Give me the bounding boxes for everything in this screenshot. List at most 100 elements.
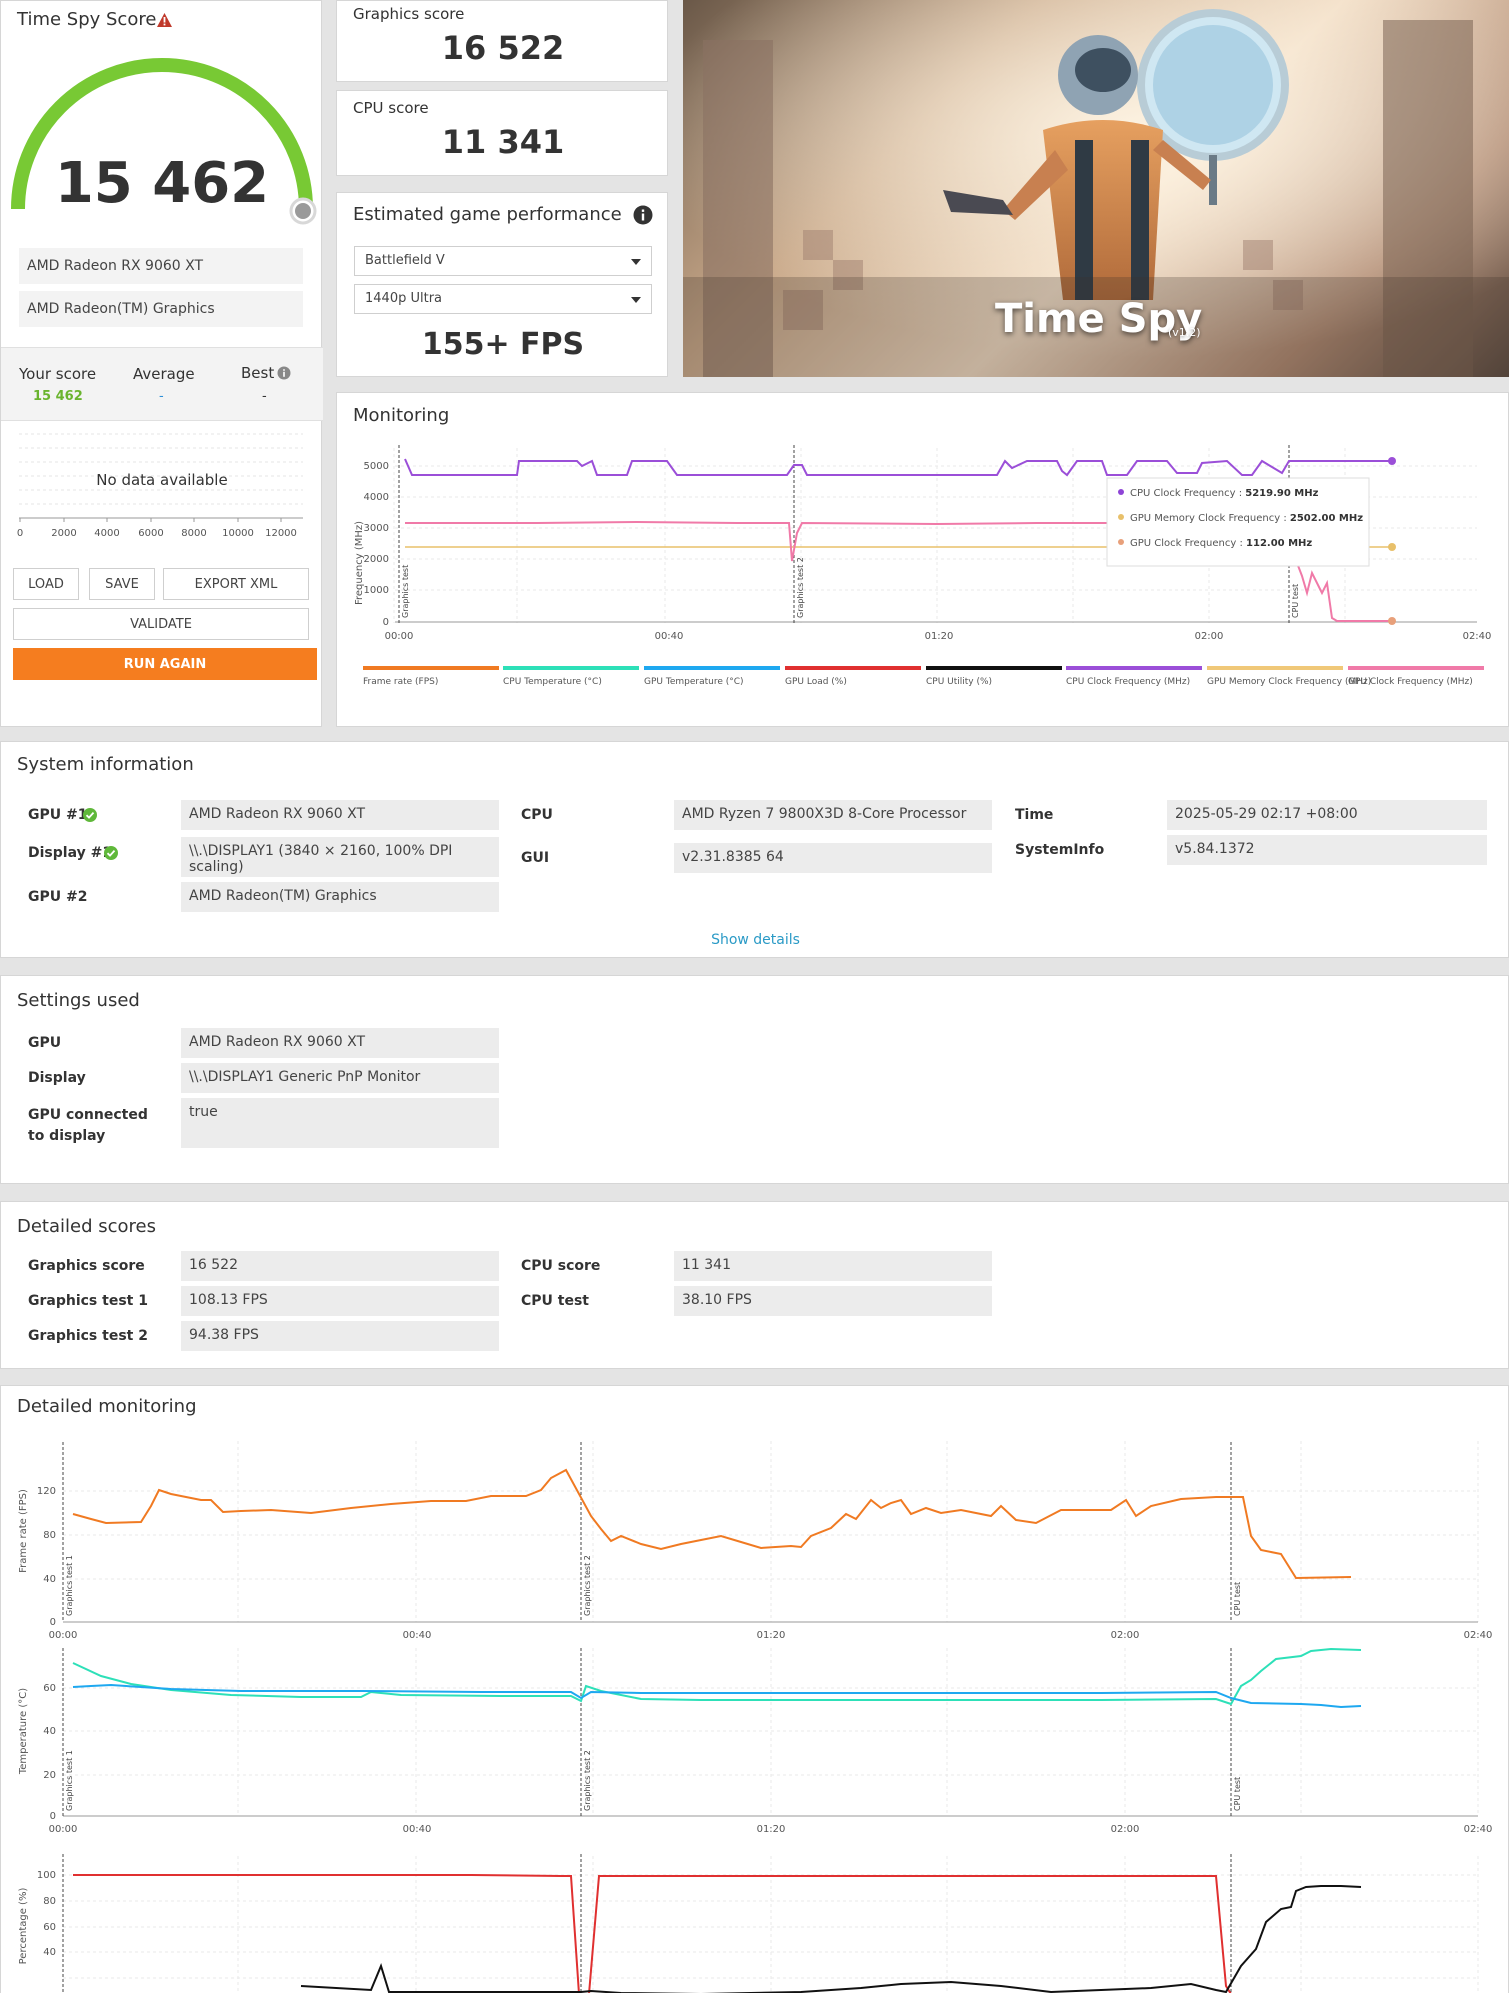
gui-label: GUI <box>521 850 550 866</box>
framerate-xtick: 02:40 <box>1464 1630 1493 1641</box>
settings-gpu-value: AMD Radeon RX 9060 XT <box>181 1028 499 1058</box>
legend-label: GPU Temperature (°C) <box>644 677 744 687</box>
gpu-load-series <box>73 1874 1232 1993</box>
detailed-scores-card: Detailed scores Graphics score 16 522 Gr… <box>0 1201 1509 1369</box>
gpu-name-2: AMD Radeon(TM) Graphics <box>19 291 303 327</box>
monitoring-xtick: 02:40 <box>1463 631 1492 642</box>
your-score-label: Your score <box>19 365 97 383</box>
load-button[interactable]: LOAD <box>13 568 79 600</box>
legend-swatch <box>644 666 780 670</box>
ds-cpu-test-label: CPU test <box>521 1293 589 1309</box>
legend-label: GPU Memory Clock Frequency (MHz) <box>1207 677 1371 687</box>
temperature-marker: Graphics test 2 <box>583 1750 592 1811</box>
dist-tick: 12000 <box>265 528 297 539</box>
monitoring-chart: Frequency (MHz) 5000 4000 3000 2000 1000… <box>354 445 1492 687</box>
legend-swatch <box>785 666 921 670</box>
monitoring-ylabel: Frequency (MHz) <box>354 521 365 605</box>
percentage-ytick: 80 <box>43 1896 56 1907</box>
framerate-ylabel: Frame rate (FPS) <box>18 1489 29 1573</box>
detailed-monitoring-title: Detailed monitoring <box>17 1396 197 1417</box>
show-details-link[interactable]: Show details <box>711 932 800 948</box>
dist-tick: 4000 <box>94 528 119 539</box>
legend-label: CPU Utility (%) <box>926 677 992 687</box>
gpu-clock-dot <box>1388 617 1396 625</box>
hero-illustration <box>683 0 1509 377</box>
score-distribution-chart: 0 2000 4000 6000 8000 10000 12000 <box>17 433 303 539</box>
percentage-ytick: 40 <box>43 1947 56 1958</box>
info-icon[interactable] <box>633 205 653 225</box>
temperature-ytick: 40 <box>43 1726 56 1737</box>
export-xml-button[interactable]: EXPORT XML <box>163 568 309 600</box>
run-again-button[interactable]: RUN AGAIN <box>13 648 317 680</box>
chevron-down-icon <box>631 297 641 303</box>
systeminfo-label: SystemInfo <box>1015 842 1105 858</box>
framerate-marker: Graphics test 2 <box>583 1555 592 1616</box>
percentage-chart: Percentage (%) 100 80 60 40 <box>18 1854 1479 1993</box>
settings-gpu-label: GPU <box>28 1035 62 1051</box>
cpu-label: CPU <box>521 807 553 823</box>
gpu-name-1: AMD Radeon RX 9060 XT <box>19 248 303 284</box>
info-icon[interactable] <box>277 366 291 380</box>
cpu-clock-dot <box>1388 457 1396 465</box>
framerate-marker: Graphics test 1 <box>65 1555 74 1616</box>
monitoring-xtick: 00:00 <box>385 631 414 642</box>
tooltip-value: 2502.00 MHz <box>1290 513 1363 524</box>
gui-value: v2.31.8385 64 <box>674 843 992 873</box>
framerate-xtick: 01:20 <box>757 1630 786 1641</box>
monitoring-marker: Graphics test 2 <box>796 557 805 618</box>
dist-tick: 6000 <box>138 528 163 539</box>
settings-gpu-connected-label: GPU connected to display <box>28 1107 148 1144</box>
estimated-performance-card: Estimated game performance Battlefield V… <box>336 192 668 377</box>
gpu-temp-series <box>72 1683 1362 1709</box>
graphics-score-card: Graphics score 16 522 <box>336 0 668 82</box>
ds-cpu-score-label: CPU score <box>521 1258 601 1274</box>
ds-graphics-test1-value: 108.13 FPS <box>181 1286 499 1316</box>
game-select[interactable]: Battlefield V <box>354 246 652 276</box>
your-score-value: 15 462 <box>33 389 83 404</box>
temperature-xtick: 00:40 <box>403 1824 432 1835</box>
preset-select[interactable]: 1440p Ultra <box>354 284 652 314</box>
system-info-card: System information GPU #1 AMD Radeon RX … <box>0 741 1509 958</box>
dist-tick: 2000 <box>51 528 76 539</box>
detailed-monitoring-card: Detailed monitoring Frame rate (FPS) 120… <box>0 1385 1509 1993</box>
ds-graphics-test1-label: Graphics test 1 <box>28 1293 148 1309</box>
tooltip-value: 5219.90 MHz <box>1245 488 1318 499</box>
monitoring-xtick: 02:00 <box>1195 631 1224 642</box>
validate-button[interactable]: VALIDATE <box>13 608 309 640</box>
estimated-title: Estimated game performance <box>353 204 622 225</box>
monitoring-tooltip: CPU Clock Frequency : 5219.90 MHz GPU Me… <box>1106 477 1370 567</box>
framerate-xtick: 00:00 <box>49 1630 78 1641</box>
monitoring-card: Monitoring Frequency (MHz) 5000 4000 300… <box>336 392 1509 727</box>
game-select-value: Battlefield V <box>365 253 445 268</box>
systeminfo-value: v5.84.1372 <box>1167 835 1487 865</box>
gpu2-label: GPU #2 <box>28 889 88 905</box>
monitoring-ytick: 1000 <box>364 585 389 596</box>
framerate-ytick: 120 <box>37 1486 56 1497</box>
cpu-score-card: CPU score 11 341 <box>336 90 668 176</box>
monitoring-legend: Frame rate (FPS) CPU Temperature (°C) GP… <box>363 666 1484 687</box>
settings-title: Settings used <box>17 990 140 1011</box>
legend-swatch <box>926 666 1062 670</box>
dist-tick: 8000 <box>181 528 206 539</box>
cpu-utility-series <box>300 1885 1362 1993</box>
average-label: Average <box>133 365 195 383</box>
temperature-ytick: 60 <box>43 1683 56 1694</box>
monitoring-ytick: 0 <box>383 617 389 628</box>
temperature-ylabel: Temperature (°C) <box>18 1688 29 1775</box>
dist-tick: 0 <box>17 528 23 539</box>
detailed-monitoring-charts: Frame rate (FPS) 120 80 40 0 00:00 00:40… <box>18 1441 1493 1993</box>
average-value: - <box>159 389 164 404</box>
ds-graphics-test2-value: 94.38 FPS <box>181 1321 499 1351</box>
best-value: - <box>262 389 267 404</box>
framerate-series <box>72 1468 1352 1580</box>
monitoring-ytick: 2000 <box>364 554 389 565</box>
tooltip-label: GPU Memory Clock Frequency <box>1130 513 1280 524</box>
framerate-ytick: 80 <box>43 1530 56 1541</box>
chevron-down-icon <box>631 259 641 265</box>
monitoring-marker: Graphics test <box>401 565 410 618</box>
gpu1-value: AMD Radeon RX 9060 XT <box>181 800 499 830</box>
percentage-ylabel: Percentage (%) <box>18 1888 29 1965</box>
gpu1-label: GPU #1 <box>28 807 88 823</box>
save-button[interactable]: SAVE <box>89 568 155 600</box>
graphics-score-value: 16 522 <box>441 29 565 67</box>
